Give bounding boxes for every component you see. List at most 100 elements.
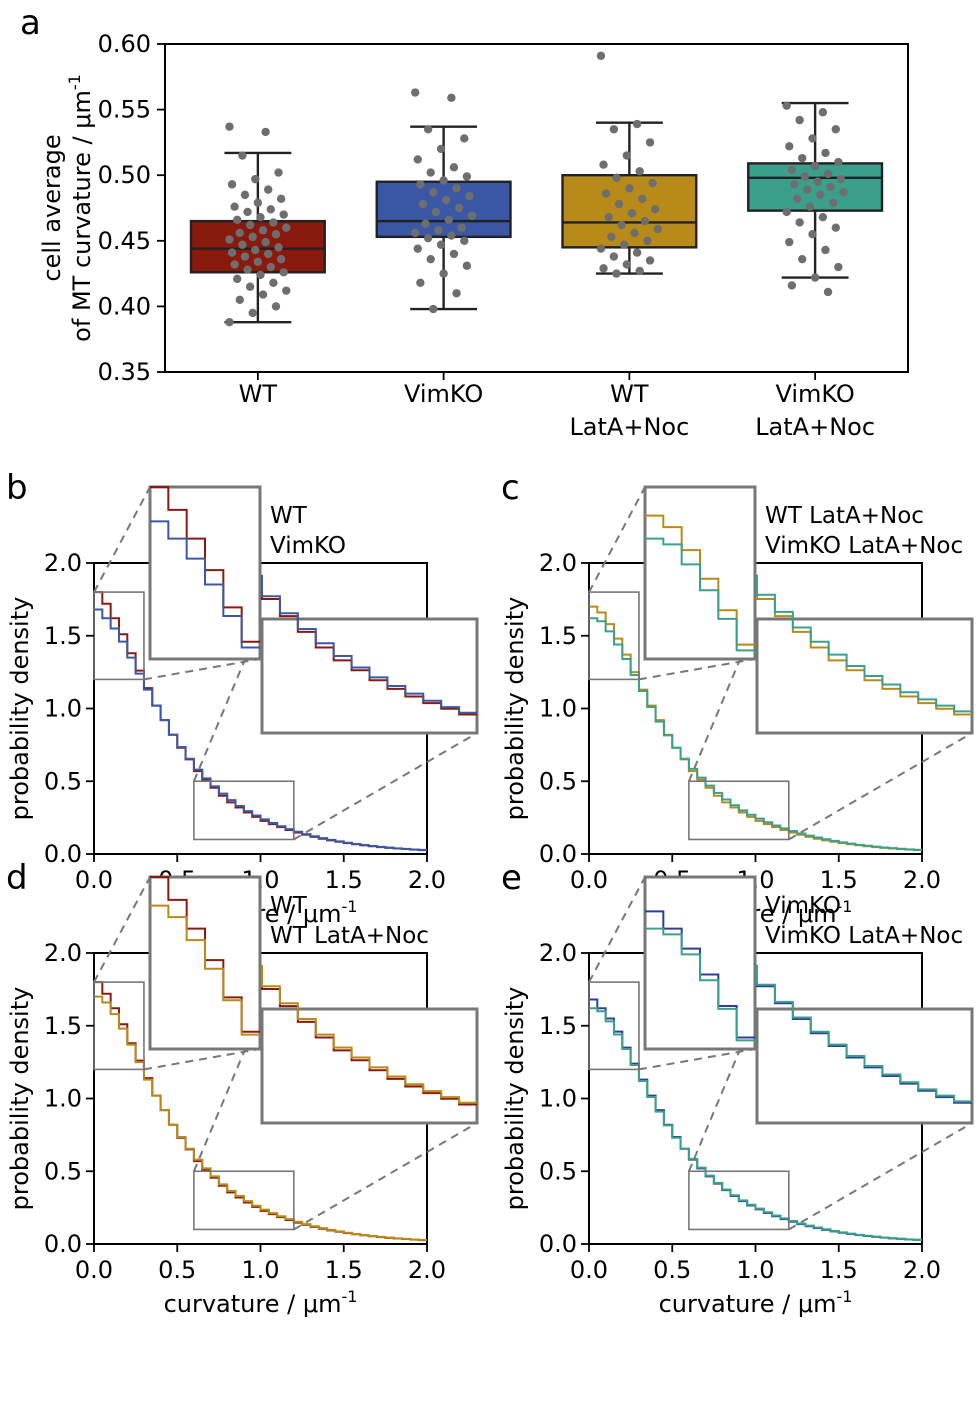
x-tick-label: 2.0 bbox=[408, 866, 446, 894]
x-axis-label-sup: -1 bbox=[836, 1287, 852, 1306]
x-axis-label-text: curvature / μm bbox=[659, 1290, 837, 1318]
x-tick-label: 2.0 bbox=[408, 1256, 446, 1284]
data-point bbox=[411, 88, 420, 97]
x-tick-label: 2.0 bbox=[903, 1256, 941, 1284]
data-point bbox=[421, 219, 430, 228]
data-point bbox=[452, 184, 461, 193]
data-point bbox=[612, 269, 621, 278]
data-point bbox=[227, 180, 237, 189]
data-point bbox=[620, 240, 629, 249]
data-point bbox=[630, 228, 639, 238]
data-point bbox=[834, 157, 843, 167]
zoom-connector bbox=[143, 1048, 261, 1071]
data-point bbox=[813, 177, 822, 186]
data-point bbox=[785, 237, 794, 247]
data-point bbox=[418, 199, 428, 209]
y-tick-label: 1.0 bbox=[44, 1085, 82, 1113]
y-tick-label: 0.40 bbox=[98, 292, 151, 320]
data-point bbox=[792, 194, 802, 204]
data-point bbox=[416, 278, 425, 287]
y-tick-label: 0.5 bbox=[44, 1157, 82, 1185]
y-tick-label: 0.35 bbox=[98, 358, 151, 386]
data-point bbox=[235, 295, 244, 305]
data-point bbox=[240, 252, 250, 261]
plot-frame bbox=[164, 43, 909, 373]
data-point bbox=[439, 269, 448, 278]
data-point bbox=[248, 232, 257, 242]
y-tick-label: 1.0 bbox=[539, 1085, 577, 1113]
x-tick-label: 0.0 bbox=[75, 1256, 113, 1284]
y-tick-label: 1.5 bbox=[539, 1012, 577, 1040]
data-point bbox=[818, 212, 828, 222]
data-point bbox=[225, 317, 234, 327]
legend-entry-1: VimKO bbox=[270, 533, 346, 559]
data-point bbox=[426, 254, 435, 264]
data-point bbox=[413, 155, 422, 164]
data-point bbox=[452, 289, 461, 298]
data-point bbox=[635, 167, 644, 176]
data-point bbox=[625, 184, 634, 193]
data-point bbox=[225, 122, 234, 131]
data-point bbox=[449, 249, 459, 259]
data-point bbox=[831, 223, 840, 232]
data-point bbox=[238, 240, 247, 249]
data-point bbox=[426, 168, 435, 177]
data-point bbox=[622, 151, 631, 160]
data-point bbox=[460, 236, 469, 245]
y-axis-label: probability density bbox=[501, 987, 529, 1211]
legend-entry-1: VimKO LatA+Noc bbox=[765, 923, 963, 949]
inset-zoom-1-series-1 bbox=[150, 520, 260, 649]
x-tick-label: 1.5 bbox=[325, 1256, 363, 1284]
data-point bbox=[442, 195, 451, 205]
y-tick-label: 2.0 bbox=[44, 939, 82, 967]
y-axis-label-text: probability density bbox=[501, 597, 529, 821]
y-tick-label: 0.5 bbox=[44, 767, 82, 795]
x-tick-label: VimKO bbox=[775, 380, 854, 408]
x-axis-label: curvature / μm-1 bbox=[164, 1287, 358, 1318]
data-point bbox=[609, 125, 619, 134]
y-tick-label: 2.0 bbox=[539, 939, 577, 967]
zoom-connector bbox=[588, 876, 646, 983]
data-point bbox=[596, 244, 606, 253]
y-tick-label: 1.0 bbox=[539, 695, 577, 723]
data-point bbox=[645, 256, 655, 265]
series-line-1 bbox=[589, 1007, 922, 1241]
panel-letter-c: c bbox=[501, 468, 520, 508]
y-tick-label: 0.0 bbox=[44, 840, 82, 868]
data-point bbox=[803, 185, 812, 194]
x-tick-label: WT bbox=[610, 380, 649, 408]
data-point bbox=[436, 240, 446, 249]
series-line-1 bbox=[589, 617, 922, 851]
data-point bbox=[449, 163, 459, 172]
y-axis-label-line1: cell average bbox=[38, 134, 66, 281]
data-point bbox=[243, 207, 252, 217]
data-point bbox=[607, 232, 616, 242]
inset-zoom-1-series-1 bbox=[645, 927, 755, 1042]
data-point bbox=[785, 142, 794, 151]
data-point bbox=[601, 189, 611, 198]
y-tick-label: 0.0 bbox=[539, 1230, 577, 1258]
data-point bbox=[805, 202, 815, 211]
y-tick-label: 0.55 bbox=[98, 96, 151, 124]
panel-c-histogram: c0.00.51.01.52.00.00.51.01.52.0curvature… bbox=[501, 468, 974, 928]
data-point bbox=[831, 125, 840, 134]
data-point bbox=[795, 115, 804, 125]
data-point bbox=[638, 194, 647, 204]
legend-entry-1: WT LatA+Noc bbox=[270, 923, 429, 949]
data-point bbox=[816, 190, 825, 200]
data-point bbox=[269, 278, 278, 287]
y-tick-label: 1.5 bbox=[539, 622, 577, 650]
panel-letter-e: e bbox=[501, 858, 522, 898]
x-tick-label: 1.0 bbox=[241, 1256, 279, 1284]
data-point bbox=[643, 236, 652, 245]
inset-zoom-1-series-1 bbox=[150, 904, 260, 1036]
data-point bbox=[256, 212, 265, 222]
data-point bbox=[230, 202, 239, 211]
data-point bbox=[454, 203, 464, 213]
data-point bbox=[599, 160, 608, 169]
data-point bbox=[258, 226, 268, 235]
panel-letter-b: b bbox=[6, 468, 28, 508]
data-point bbox=[798, 254, 807, 264]
y-axis-label-text: probability density bbox=[501, 987, 529, 1211]
series-line-1 bbox=[94, 995, 427, 1241]
